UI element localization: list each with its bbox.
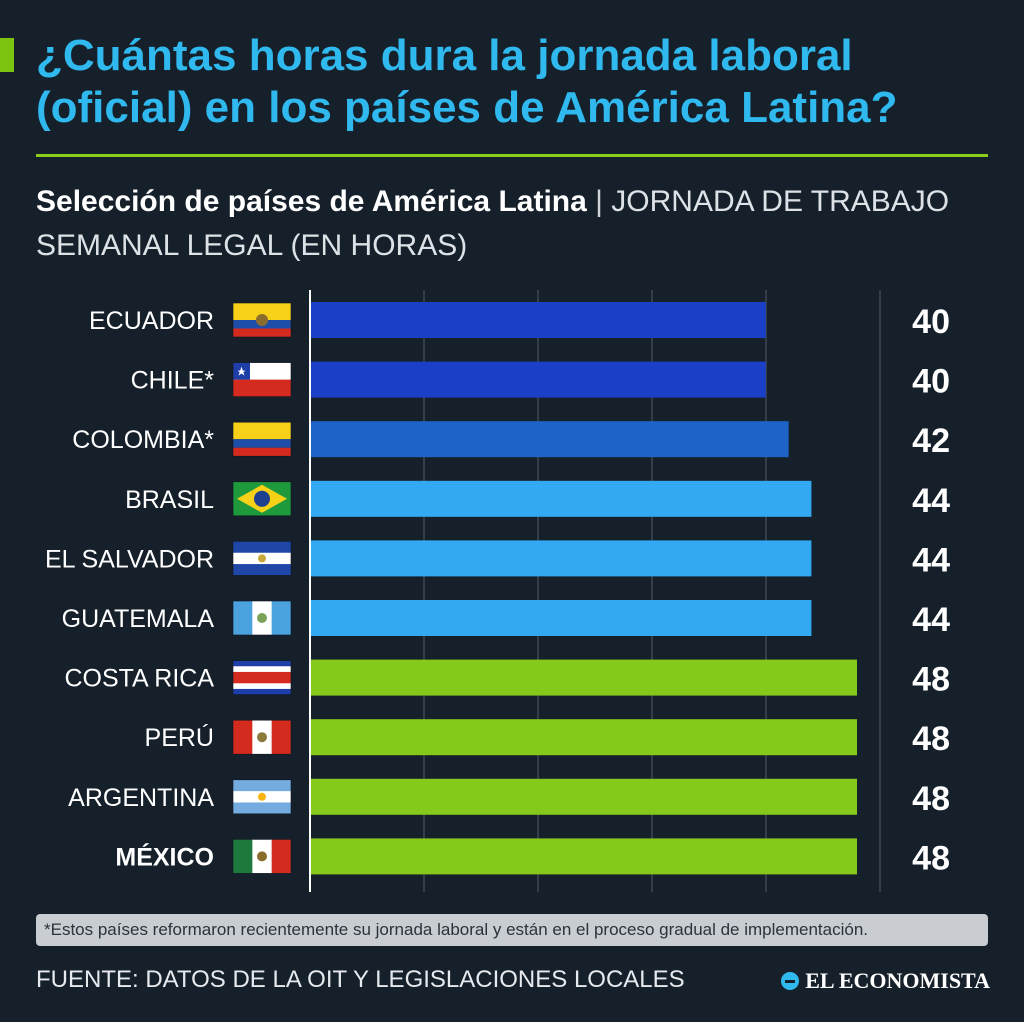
bar [311, 719, 857, 756]
category-label: BRASIL [125, 486, 214, 514]
flag-guatemala-icon [232, 600, 292, 636]
bar-chart: ECUADOR 40 CHILE* 40 COLOMBIA* 42 BRASIL 44 EL S… [45, 290, 950, 892]
category-label: COSTA RICA [64, 665, 214, 693]
bar [311, 302, 766, 338]
value-label: 44 [912, 601, 950, 639]
subtitle-normal: JORNADA DE TRABAJO SEMANAL LEGAL (EN HOR… [36, 185, 950, 262]
bar [311, 480, 812, 517]
footnote: *Estos países reformaron recientemente s… [36, 914, 988, 946]
value-label: 48 [912, 780, 950, 818]
category-label: MÉXICO [115, 842, 214, 871]
flag-chile-icon [232, 362, 292, 397]
title-divider [36, 154, 988, 157]
bar [311, 361, 766, 398]
value-label: 48 [912, 839, 950, 877]
flag-colombia-icon [232, 421, 292, 457]
subtitle-separator: | [595, 185, 603, 218]
category-label: PERÚ [145, 723, 214, 752]
page-title: ¿Cuántas horas dura la jornada laboral (… [36, 31, 898, 132]
category-label: COLOMBIA* [72, 426, 214, 454]
category-label: ECUADOR [89, 307, 214, 335]
category-label: EL SALVADOR [45, 545, 214, 573]
category-label: CHILE* [131, 367, 215, 395]
category-label: ARGENTINA [68, 784, 214, 812]
bar [311, 421, 789, 458]
flag-argentina-icon [232, 779, 292, 815]
value-label: 44 [912, 482, 950, 520]
value-label: 44 [912, 541, 950, 579]
bar [311, 540, 812, 577]
bar [311, 659, 857, 696]
source-note: FUENTE: DATOS DE LA OIT Y LEGISLACIONES … [36, 966, 685, 993]
flag-el-salvador-icon [232, 541, 292, 576]
brand-logo: EL ECONOMISTA [781, 966, 990, 996]
brand-icon [781, 972, 800, 990]
subtitle-bold: Selección de países de América Latina [36, 185, 587, 218]
flag-brazil-icon [232, 481, 292, 517]
flag-peru-icon [232, 719, 292, 755]
value-label: 40 [912, 363, 950, 401]
chart-subtitle: Selección de países de América Latina | … [36, 180, 996, 268]
value-label: 42 [912, 422, 950, 460]
brand-name: EL ECONOMISTA [805, 968, 990, 993]
value-label: 48 [912, 720, 950, 758]
bar [311, 838, 857, 875]
bar [311, 778, 857, 815]
title-accent-bar [0, 38, 14, 72]
value-label: 40 [912, 303, 950, 341]
flag-ecuador-icon [232, 302, 292, 338]
flag-mexico-icon [232, 839, 292, 874]
category-label: GUATEMALA [62, 605, 215, 633]
value-label: 48 [912, 661, 950, 699]
bar [311, 600, 812, 636]
flag-costa-rica-icon [232, 660, 292, 695]
